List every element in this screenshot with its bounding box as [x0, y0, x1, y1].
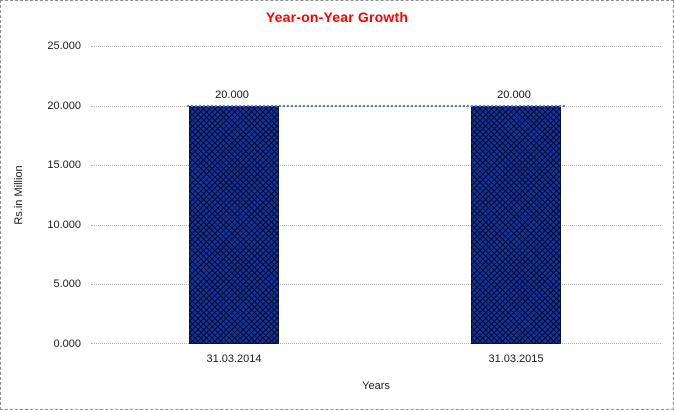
bar-value-label: 20.000	[497, 88, 531, 101]
x-axis-title: Years	[362, 380, 390, 392]
gridline	[91, 165, 661, 167]
gridline	[91, 224, 661, 226]
y-tick-label: 10.000	[47, 218, 81, 231]
bar-value-label: 20.000	[215, 88, 249, 101]
plot-area	[91, 46, 661, 344]
x-tick-label: 31.03.2015	[488, 353, 544, 365]
gridline	[91, 46, 661, 47]
y-axis-title-text: Rs.in Million	[13, 165, 25, 225]
bar-31-03-2014	[189, 105, 279, 344]
y-tick-label: 20.000	[47, 99, 81, 112]
x-tick-label: 31.03.2014	[206, 353, 262, 365]
y-tick-label: 15.000	[47, 159, 81, 172]
chart-title: Year-on-Year Growth	[265, 9, 409, 25]
gridline	[91, 343, 661, 344]
y-tick-label: 5.000	[53, 278, 81, 291]
trend-line	[187, 104, 565, 107]
bar-31-03-2015	[471, 105, 561, 344]
gridline	[91, 284, 661, 286]
y-tick-label: 0.000	[53, 338, 81, 350]
y-tick-label: 25.000	[47, 40, 81, 52]
